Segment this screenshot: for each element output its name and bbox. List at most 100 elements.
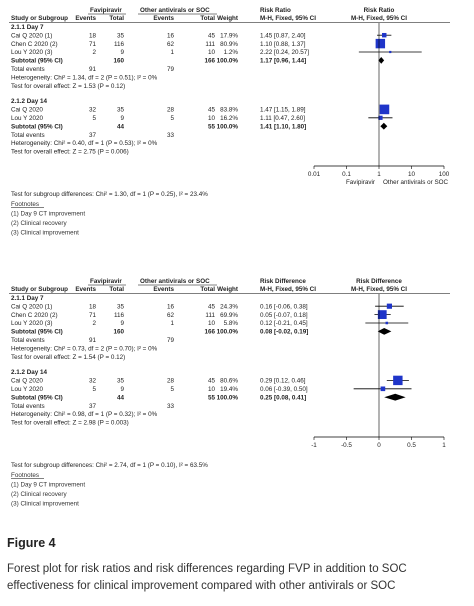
panel2-sg1-study3-name: Lou Y 2020 (3) bbox=[11, 320, 52, 327]
panel1-sg1-study2-total-exp: 116 bbox=[114, 41, 125, 48]
panel1-sg1-study1-events-ctrl: 16 bbox=[167, 32, 175, 39]
panel2-sg1-study2-name: Chen C 2020 (2) bbox=[11, 312, 58, 319]
panel2-header-effect-sub: M-H, Fixed, 95% CI bbox=[260, 286, 316, 293]
panel2-sg1-study3-events-ctrl: 1 bbox=[170, 320, 174, 327]
panel1-sg1-study3-total-exp: 9 bbox=[120, 49, 124, 56]
panel2-tick-label-1: -1 bbox=[311, 442, 317, 449]
panel1-sg2-study1-total-ctrl: 45 bbox=[208, 107, 216, 114]
panel1-sg2-study1-events-exp: 32 bbox=[89, 107, 97, 114]
panel1-sg1-study3-events-exp: 2 bbox=[92, 49, 96, 56]
panel1-sg2-study2-total-exp: 9 bbox=[120, 115, 124, 122]
panel1-sg2-heterogeneity: Heterogeneity: Chi² = 0.40, df = 1 (P = … bbox=[11, 140, 158, 147]
panel1-sg1-total-events-exp: 91 bbox=[89, 66, 97, 73]
panel2-sg1-subtotal-total-ctrl: 166 bbox=[204, 329, 215, 336]
panel2-subgroup-test: Test for subgroup differences: Chi² = 2.… bbox=[11, 462, 208, 469]
panel1-sg1-heterogeneity: Heterogeneity: Chi² = 1.34, df = 2 (P = … bbox=[11, 74, 158, 81]
panel2-sg1-study3-ci-text: 0.12 [-0.21, 0.45] bbox=[260, 320, 308, 327]
panel2-sg1-study2-ci-text: 0.05 [-0.07, 0.18] bbox=[260, 312, 308, 319]
panel2-sg1-subtotal-diamond bbox=[377, 328, 392, 335]
panel2-sg2-title: 2.1.2 Day 14 bbox=[11, 369, 48, 376]
panel2-sg1-study3-marker bbox=[385, 321, 389, 325]
panel2-sg2-study1-events-exp: 32 bbox=[89, 378, 97, 385]
panel1-sg1-study3-weight: 1.2% bbox=[224, 49, 239, 56]
panel1-sg2-study1-marker bbox=[379, 104, 390, 115]
panel2-header-events-exp: Events bbox=[75, 286, 96, 293]
panel1-sg2-study1-name: Cai Q 2020 bbox=[11, 107, 43, 114]
panel1-sg2-study2-weight: 16.2% bbox=[220, 115, 238, 122]
panel2-sg1-study1-weight: 24.3% bbox=[220, 303, 238, 310]
panel1-tick-label-3: 1 bbox=[377, 171, 381, 178]
panel2-sg2-study2-weight: 19.4% bbox=[220, 386, 238, 393]
panel1-header-plot-sub: M-H, Fixed, 95% CI bbox=[351, 15, 407, 22]
panel1-tick-label-4: 10 bbox=[408, 171, 416, 178]
panel1-header-total-exp: Total bbox=[109, 15, 124, 22]
panel2-sg2-study1-total-exp: 35 bbox=[117, 378, 125, 385]
panel2-sg2-study2-marker bbox=[380, 386, 386, 392]
panel2-sg1-overall-effect: Test for overall effect: Z = 1.54 (P = 0… bbox=[11, 354, 125, 361]
panel1-header-study: Study or Subgroup bbox=[11, 15, 68, 22]
panel1-footnote-2: (1) Day 9 CT improvement bbox=[11, 211, 85, 218]
panel2-sg2-study1-ci-text: 0.29 [0.12, 0.46] bbox=[260, 378, 306, 385]
panel1-sg1-study2-events-exp: 71 bbox=[89, 41, 97, 48]
panel2-tick-label-5: 1 bbox=[442, 442, 446, 449]
panel1-sg1-study3-total-ctrl: 10 bbox=[208, 49, 216, 56]
panel1-sg2-study1-weight: 83.8% bbox=[220, 107, 238, 114]
panel1-sg1-subtotal-total-exp: 160 bbox=[113, 58, 124, 65]
panel2-header-total-ctrl: Total bbox=[200, 286, 215, 293]
panel1-sg1-subtotal-weight: 100.0% bbox=[217, 58, 239, 65]
panel2-sg2-study1-name: Cai Q 2020 bbox=[11, 378, 43, 385]
panel1-sg1-subtotal-diamond bbox=[378, 57, 385, 64]
panel1-sg2-subtotal-label: Subtotal (95% CI) bbox=[11, 123, 63, 130]
panel1-sg2-total-events-label: Total events bbox=[11, 132, 45, 139]
panel1-sg2-title: 2.1.2 Day 14 bbox=[11, 98, 48, 105]
panel2-sg2-subtotal-weight: 100.0% bbox=[217, 394, 239, 401]
panel1-header-events-exp: Events bbox=[75, 15, 96, 22]
panel2-sg2-study2-ci-text: 0.06 [-0.39, 0.50] bbox=[260, 386, 308, 393]
panel1-sg1-total-events-ctrl: 79 bbox=[167, 66, 175, 73]
panel1-sg1-study3-name: Lou Y 2020 (3) bbox=[11, 49, 52, 56]
panel2-sg2-study2-total-exp: 9 bbox=[120, 386, 124, 393]
panel2-sg1-total-events-exp: 91 bbox=[89, 337, 97, 344]
panel2-sg1-study3-weight: 5.8% bbox=[224, 320, 239, 327]
panel1-tick-label-1: 0.01 bbox=[308, 171, 321, 178]
panel1-favours-right: Other antivirals or SOC bbox=[383, 179, 449, 186]
panel2-sg2-total-events-label: Total events bbox=[11, 403, 45, 410]
panel1-sg2-study1-events-ctrl: 28 bbox=[167, 107, 175, 114]
panel2-sg2-subtotal-total-ctrl: 55 bbox=[208, 394, 216, 401]
panel2-header-weight: Weight bbox=[217, 286, 239, 293]
panel2-sg1-study1-total-exp: 35 bbox=[117, 303, 125, 310]
panel1-subgroup-test: Test for subgroup differences: Chi² = 1.… bbox=[11, 191, 208, 198]
panel1-sg1-study2-name: Chen C 2020 (2) bbox=[11, 41, 58, 48]
panel2-sg1-study1-ci-text: 0.16 [-0.06, 0.38] bbox=[260, 303, 308, 310]
panel2-sg1-study2-total-ctrl: 111 bbox=[205, 312, 215, 319]
panel2-header-study: Study or Subgroup bbox=[11, 286, 68, 293]
panel2-sg2-study2-events-exp: 5 bbox=[92, 386, 96, 393]
panel2-sg1-study2-events-exp: 71 bbox=[89, 312, 97, 319]
panel1-sg2-subtotal-weight: 100.0% bbox=[217, 123, 239, 130]
panel1-sg1-subtotal-ci-text: 1.17 [0.96, 1.44] bbox=[260, 58, 306, 65]
panel2-sg1-study2-marker bbox=[377, 310, 387, 319]
panel2-header-plot-main: Risk Difference bbox=[356, 278, 402, 285]
panel1-header-plot-main: Risk Ratio bbox=[364, 7, 395, 14]
panel1-sg2-study2-events-exp: 5 bbox=[92, 115, 96, 122]
panel2-footnote-4: (3) Clinical improvement bbox=[11, 501, 79, 508]
panel1-sg2-study2-marker bbox=[378, 115, 383, 120]
panel1-sg2-study1-ci-text: 1.47 [1.15, 1.89] bbox=[260, 107, 306, 114]
panel1-sg2-study2-events-ctrl: 5 bbox=[170, 115, 174, 122]
panel2-tick-label-4: 0.5 bbox=[407, 442, 416, 449]
panel1-footnote-3: (2) Clinical recovery bbox=[11, 220, 67, 227]
panel1-tick-label-5: 100 bbox=[439, 171, 450, 178]
panel2-sg2-study2-name: Lou Y 2020 bbox=[11, 386, 43, 393]
panel2-sg2-study1-weight: 80.6% bbox=[220, 378, 238, 385]
panel2-footnote-3: (2) Clinical recovery bbox=[11, 491, 67, 498]
panel2-sg1-study2-total-exp: 116 bbox=[114, 312, 125, 319]
panel2-sg2-subtotal-ci-text: 0.25 [0.08, 0.41] bbox=[260, 394, 306, 401]
panel2-sg1-subtotal-ci-text: 0.08 [-0.02, 0.19] bbox=[260, 329, 308, 336]
panel1-sg2-subtotal-ci-text: 1.41 [1.10, 1.80] bbox=[260, 123, 306, 130]
panel1-sg1-study2-total-ctrl: 111 bbox=[205, 41, 215, 48]
panel1-sg1-study1-name: Cai Q 2020 (1) bbox=[11, 32, 52, 39]
panel1-header-total-ctrl: Total bbox=[200, 15, 215, 22]
panel1-sg1-subtotal-total-ctrl: 166 bbox=[204, 58, 215, 65]
panel1-sg1-total-events-label: Total events bbox=[11, 66, 45, 73]
panel1-sg1-study3-marker bbox=[389, 50, 392, 54]
